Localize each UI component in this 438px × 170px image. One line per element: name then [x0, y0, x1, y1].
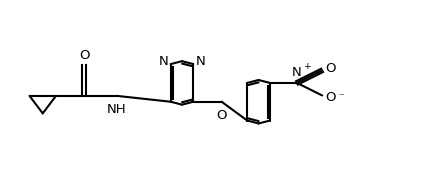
- Text: O: O: [325, 91, 336, 104]
- Text: NH: NH: [107, 103, 127, 116]
- Text: O: O: [79, 49, 89, 62]
- Text: ⁻: ⁻: [339, 92, 344, 103]
- Text: O: O: [325, 62, 336, 75]
- Text: N: N: [159, 55, 169, 69]
- Text: N: N: [195, 55, 205, 69]
- Text: +: +: [303, 62, 311, 71]
- Text: N: N: [292, 66, 302, 79]
- Text: O: O: [216, 109, 227, 122]
